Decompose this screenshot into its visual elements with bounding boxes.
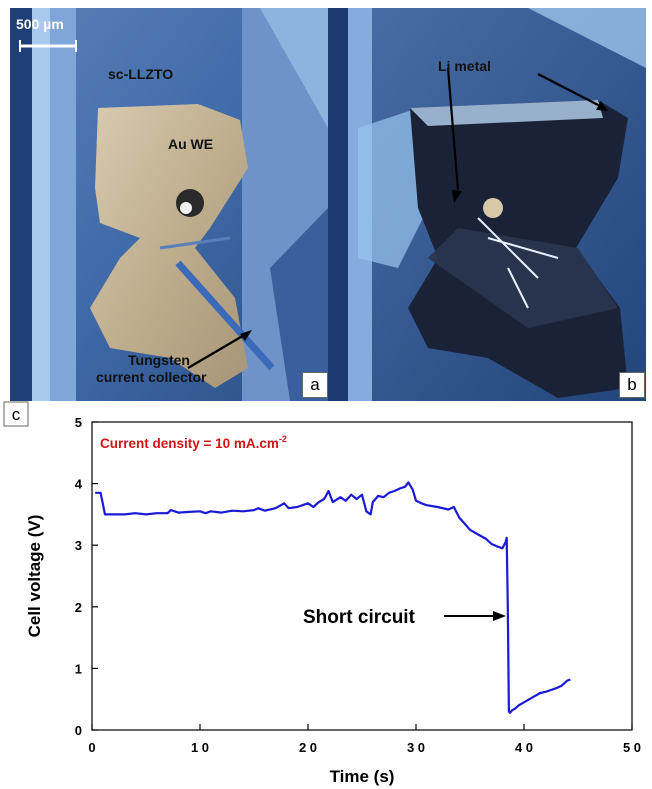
label-current-collector: current collector (96, 369, 207, 385)
panel-letter-c-box (3, 401, 29, 427)
y-axis-title: Cell voltage (V) (25, 515, 44, 638)
x-tick-label: 3 0 (407, 740, 425, 755)
x-tick-label: 4 0 (515, 740, 533, 755)
y-tick-label: 0 (75, 723, 82, 738)
x-tick-label: 5 0 (623, 740, 641, 755)
micrograph-b-image (328, 8, 646, 401)
micrograph-panel-a: 500 µm sc-LLZTO Au WE Tungsten current c… (10, 8, 328, 401)
label-li-metal: Li metal (438, 58, 491, 74)
x-tick-label: 0 (88, 740, 95, 755)
plot-frame (91, 421, 633, 731)
short-circuit-arrowhead (493, 611, 506, 621)
panel-letter-c: c (12, 405, 21, 424)
panel-letter-a: a (302, 372, 328, 398)
y-tick-label: 4 (75, 477, 83, 492)
annotation-short-circuit: Short circuit (303, 607, 416, 628)
x-axis-title: Time (s) (330, 767, 395, 786)
x-tick-label: 1 0 (191, 740, 209, 755)
label-sc-llzto: sc-LLZTO (108, 66, 174, 82)
scale-bar-label: 500 µm (16, 16, 64, 32)
x-tick-label: 2 0 (299, 740, 317, 755)
micrograph-panel-b: Li metal b (328, 8, 646, 401)
y-tick-label: 2 (75, 600, 82, 615)
annotation-current-density: Current density = 10 mA.cm-2 (100, 434, 287, 451)
series-line-cell-voltage (95, 481, 571, 714)
label-au-we: Au WE (168, 136, 214, 152)
micrograph-a-image (10, 8, 328, 401)
y-axis: 0 1 2 3 4 5 (75, 415, 98, 738)
y-tick-label: 5 (75, 415, 82, 430)
x-axis: 0 1 0 2 0 3 0 4 0 5 0 (88, 724, 641, 755)
y-tick-label: 1 (75, 661, 82, 676)
y-tick-label: 3 (75, 538, 82, 553)
panel-letter-b: b (619, 372, 645, 398)
label-tungsten: Tungsten (128, 352, 190, 368)
voltage-time-chart: c 0 1 2 3 4 5 0 1 0 2 0 3 0 4 0 5 0 Current densit… (3, 401, 641, 786)
